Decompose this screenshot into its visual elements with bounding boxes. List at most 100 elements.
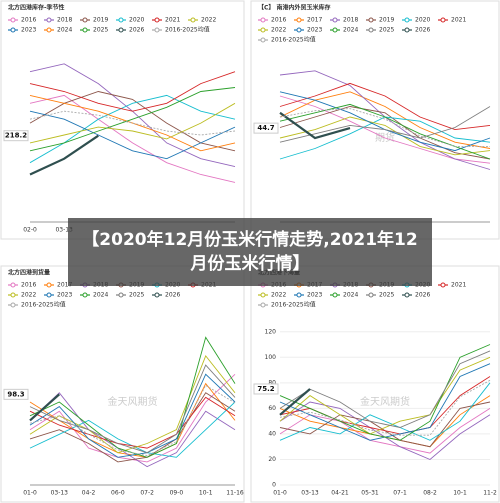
series-line (279, 106, 491, 143)
value-label-box (3, 388, 29, 400)
series-line (29, 71, 236, 112)
legend-marker (46, 292, 52, 298)
legend-marker (260, 37, 266, 43)
legend-marker (260, 292, 266, 298)
value-label: 44.7 (257, 124, 274, 132)
legend-label: 2016-2025均值 (271, 301, 316, 309)
y-tick-label: 120 (265, 328, 277, 335)
series-line (29, 110, 236, 136)
legend-label: 2026 (415, 27, 430, 34)
series-line (29, 392, 236, 468)
series-line (279, 408, 491, 454)
legend-marker (154, 17, 160, 23)
legend-label: 2025 (93, 27, 108, 34)
legend-label: 2025 (379, 27, 394, 34)
series-line (279, 82, 491, 131)
legend-label: 2017 (57, 282, 72, 289)
legend-marker (46, 17, 52, 23)
y-tick-label: 20 (268, 456, 276, 463)
y-tick-label: 0 (272, 482, 276, 489)
series-line (279, 350, 491, 428)
legend-label: 2021 (451, 282, 466, 289)
legend-label: 2022 (21, 292, 36, 299)
legend-marker (260, 302, 266, 308)
series-line (29, 364, 236, 454)
legend-label: 2022 (201, 17, 216, 24)
legend-marker (154, 27, 160, 33)
y-tick-label: 80 (268, 379, 276, 386)
series-line (29, 134, 99, 176)
legend-marker (190, 17, 196, 23)
series-line (279, 356, 491, 435)
legend-marker (118, 27, 124, 33)
x-tick-label: 07-2 (140, 490, 154, 497)
series-line (279, 111, 351, 140)
value-label-box (3, 130, 29, 142)
x-tick-label: 06-0 (111, 490, 125, 497)
legend-marker (10, 27, 16, 33)
value-label-box (253, 122, 279, 134)
legend-marker (404, 292, 410, 298)
legend-label: 2022 (271, 292, 286, 299)
series-line (29, 396, 236, 449)
series-line (29, 102, 236, 144)
legend-marker (154, 292, 160, 298)
series-line (279, 116, 491, 156)
x-tick-label: 10-1 (199, 490, 213, 497)
legend-label: 2020 (415, 17, 430, 24)
watermark: 金天风期货 (108, 395, 158, 408)
legend-label: 2026 (129, 27, 144, 34)
legend-marker (404, 17, 410, 23)
legend-marker (82, 292, 88, 298)
chart-frame (250, 265, 500, 503)
x-tick-label: 03-13 (301, 490, 319, 497)
value-label: 98.3 (7, 390, 24, 398)
legend-label: 2016 (271, 17, 286, 24)
legend-label: 2018 (343, 17, 358, 24)
legend-marker (332, 292, 338, 298)
series-line (29, 110, 236, 160)
legend-label: 2023 (307, 27, 322, 34)
chart-frame (0, 265, 245, 503)
legend-marker (440, 17, 446, 23)
y-tick-label: 60 (268, 405, 276, 412)
legend-label: 2016 (21, 282, 36, 289)
chart-frame (250, 0, 500, 240)
value-label: 218.2 (5, 132, 27, 140)
legend-label: 2019 (379, 17, 394, 24)
legend-marker (10, 292, 16, 298)
x-tick-label: 02-0 (23, 227, 37, 234)
legend-marker (82, 17, 88, 23)
legend-marker (368, 27, 374, 33)
legend-label: 2021 (165, 17, 180, 24)
x-tick-label: 05-31 (361, 490, 379, 497)
legend-marker (296, 17, 302, 23)
legend-marker (118, 17, 124, 23)
x-tick-label: 08-2 (423, 490, 437, 497)
watermark: 金天风期货 (360, 395, 410, 408)
legend-marker (260, 27, 266, 33)
legend-marker (10, 17, 16, 23)
value-label: 75.2 (257, 385, 274, 393)
legend-marker (46, 27, 52, 33)
legend-label: 2023 (21, 27, 36, 34)
series-line (279, 344, 491, 441)
x-tick-label: 10-1 (453, 490, 467, 497)
legend-label: 2021 (451, 17, 466, 24)
series-line (279, 108, 490, 147)
legend-label: 2025 (379, 292, 394, 299)
legend-marker (46, 282, 52, 288)
x-tick-label: 01-0 (23, 490, 37, 497)
legend-label: 2016 (21, 17, 36, 24)
x-tick-label: 03-13 (55, 227, 73, 234)
series-line (29, 373, 236, 458)
x-tick-label: 04-2 (82, 490, 96, 497)
headline: 【2020年12月份玉米行情走势,2021年12月份玉米行情】 (68, 218, 432, 286)
legend-label: 2026 (415, 292, 430, 299)
value-label-box (253, 383, 279, 395)
legend-label: 2026 (165, 292, 180, 299)
legend-label: 2016-2025均值 (165, 26, 210, 34)
watermark: 期货 (375, 131, 395, 144)
chart-title: 【C】 南港内外贸玉米库存 (258, 4, 331, 12)
legend-label: 2024 (57, 27, 72, 34)
